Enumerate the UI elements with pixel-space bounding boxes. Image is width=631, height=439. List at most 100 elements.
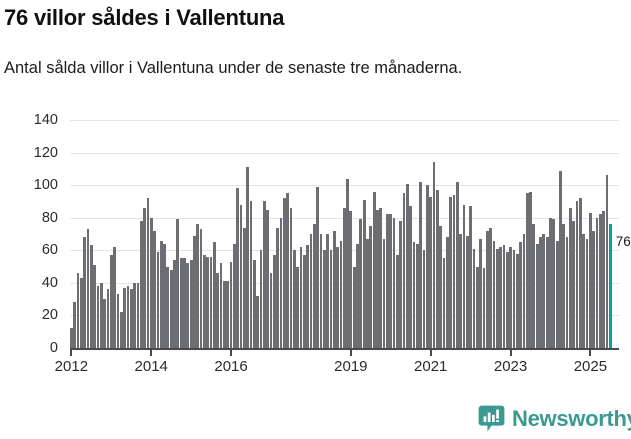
bar <box>485 230 489 348</box>
bar <box>539 237 542 348</box>
bar <box>136 282 140 348</box>
bar <box>359 219 363 348</box>
y-tick-label: 60 <box>41 242 58 259</box>
bar <box>512 250 516 348</box>
bar <box>106 289 110 348</box>
bar <box>206 256 210 348</box>
bar <box>442 258 446 348</box>
gridline <box>70 120 619 121</box>
bar <box>575 201 579 348</box>
bar <box>246 167 250 348</box>
bar <box>159 240 163 348</box>
bar <box>436 190 439 348</box>
bar <box>193 235 196 348</box>
bar <box>562 224 566 348</box>
bar <box>292 250 296 348</box>
x-tick-mark <box>70 349 73 356</box>
bar <box>169 269 173 348</box>
bar <box>366 238 369 348</box>
bar <box>492 240 496 348</box>
bar <box>452 194 456 348</box>
bar <box>139 220 143 348</box>
bar <box>525 193 529 348</box>
bar <box>426 185 429 348</box>
bar <box>352 266 356 348</box>
bar <box>349 211 353 348</box>
bar <box>449 196 453 348</box>
bar <box>552 219 556 348</box>
bar <box>289 207 293 348</box>
bar <box>585 238 589 348</box>
bar <box>109 255 113 348</box>
bar <box>329 250 333 348</box>
x-tick-label: 2025 <box>573 358 608 375</box>
bar <box>316 186 319 348</box>
bar <box>419 181 423 348</box>
bar <box>565 237 569 348</box>
bar <box>346 178 349 348</box>
bar <box>299 247 303 348</box>
bar <box>153 230 156 348</box>
bar <box>589 212 592 348</box>
bar <box>356 243 359 348</box>
y-tick-label: 40 <box>41 274 58 291</box>
bar <box>402 193 406 348</box>
bar <box>549 217 552 348</box>
bar <box>86 229 90 348</box>
bar <box>592 230 596 348</box>
bar <box>382 238 386 348</box>
bar <box>422 250 426 348</box>
bar <box>253 260 256 348</box>
bar <box>465 235 469 348</box>
bar <box>396 255 399 348</box>
bar <box>439 225 443 348</box>
y-tick-label: 120 <box>33 144 58 161</box>
bar <box>259 250 263 348</box>
bar <box>535 243 539 348</box>
bar <box>149 217 153 348</box>
x-axis-baseline <box>70 348 619 350</box>
bar <box>103 299 106 348</box>
bar <box>432 162 436 348</box>
plot-bars <box>70 120 619 348</box>
bar <box>306 245 309 348</box>
bar <box>133 282 136 348</box>
bar <box>173 260 176 348</box>
bar <box>372 191 376 348</box>
bar <box>296 266 299 348</box>
y-tick-label: 20 <box>41 307 58 324</box>
bar <box>482 268 486 348</box>
bar <box>559 170 562 348</box>
bar <box>146 198 150 348</box>
x-tick-label: 2016 <box>214 358 248 375</box>
bar <box>209 256 213 348</box>
bar <box>475 266 479 348</box>
bar <box>156 251 160 348</box>
bar <box>339 240 343 348</box>
bar <box>312 224 316 348</box>
bar <box>213 242 216 348</box>
bar <box>499 247 502 348</box>
bar <box>409 206 413 348</box>
bar <box>389 214 393 348</box>
bar <box>336 247 339 348</box>
bar-chart: 0 20 40 60 80 100 120 140 2012 2014 2016 2019 2021 2… <box>0 112 631 395</box>
y-tick-label: 0 <box>49 340 58 356</box>
bar <box>392 217 396 348</box>
bar <box>286 193 289 348</box>
bar <box>179 258 183 348</box>
bar <box>319 234 323 348</box>
bar <box>459 234 462 348</box>
bar <box>399 220 403 348</box>
newsworthy-logo: Newsworthy <box>478 405 631 432</box>
x-tick-label: 2012 <box>54 358 89 375</box>
bar <box>579 198 582 348</box>
bar <box>79 277 83 348</box>
bar <box>219 263 223 348</box>
bar <box>203 255 206 348</box>
x-tick-label: 2021 <box>414 358 448 375</box>
bar <box>489 227 492 348</box>
bar <box>599 214 602 348</box>
x-tick-label: 2014 <box>134 358 168 375</box>
gridline <box>70 152 619 154</box>
